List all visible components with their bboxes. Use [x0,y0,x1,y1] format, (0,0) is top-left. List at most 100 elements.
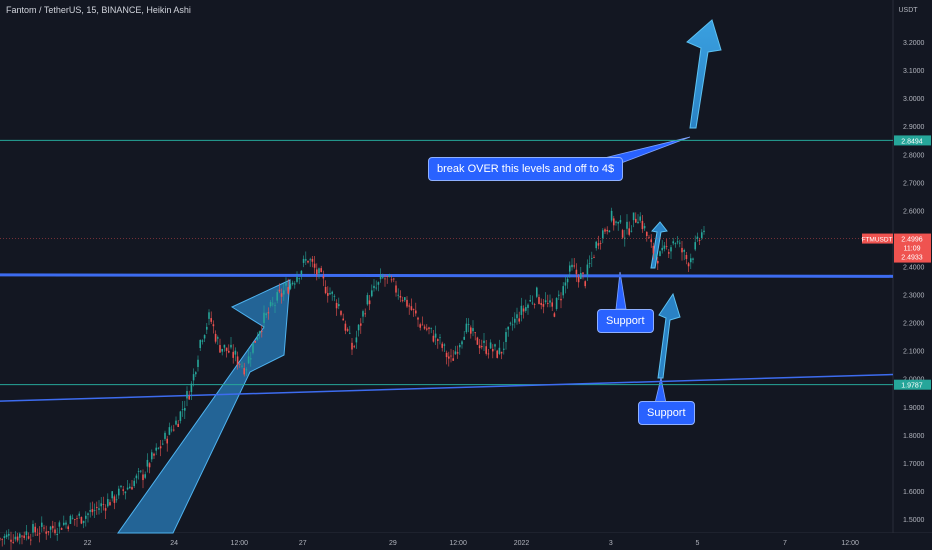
chart-title: Fantom / TetherUS, 15, BINANCE, Heikin A… [6,5,191,15]
candle-body [362,311,364,317]
candle-body [34,526,36,533]
candle-body [562,286,564,296]
candle-body [577,276,580,283]
candle-body [65,522,67,525]
price-line-tag-1-label: 1.9787 [901,383,923,390]
candle-body [553,313,556,317]
candle-body [441,343,443,348]
candle-body [113,496,116,503]
symbol-tag[interactable] [862,233,893,244]
candle-body [133,480,135,487]
candle-body [694,242,696,250]
candle-body [272,303,274,305]
price-line-tag-1[interactable] [894,379,931,390]
candle-body [192,374,195,381]
candle-body [384,278,386,280]
last-price-tag[interactable] [894,233,931,263]
candle-body [624,237,626,239]
candle-body [371,290,373,297]
candle-body [404,297,406,301]
candle-body [206,326,208,330]
callout-support-2[interactable]: Support [638,401,695,425]
candle-body [89,510,91,512]
candle-body [316,269,318,275]
candle-body [267,312,270,314]
candle-body [225,347,228,351]
candle-body [604,229,606,232]
candle-body [564,282,567,286]
candles [0,207,705,550]
candle-body [703,230,705,232]
candle-body [533,304,536,305]
candle-body [80,517,83,524]
support-arrow[interactable] [657,292,681,379]
candle-body [580,272,582,279]
candle-body [448,356,450,359]
candle-body [505,332,507,343]
callout-break-over[interactable]: break OVER this levels and off to 4$ [428,157,624,181]
candle-body [665,246,668,248]
candle-body [652,245,655,254]
candle-body [575,269,578,275]
candle-body [203,335,206,339]
candle-body [591,257,593,259]
price-axis[interactable] [893,0,932,550]
target-arrow[interactable] [686,19,722,129]
candle-body [428,327,430,329]
small-up-arrow[interactable] [650,221,668,269]
countdown-value: 11:09 [904,246,921,253]
candle-body [375,287,377,289]
candle-body [311,258,314,262]
candle-body [239,363,241,365]
y-tick-label: 2.3000 [903,293,925,300]
candle-body [19,533,21,538]
time-axis[interactable] [0,533,932,550]
candle-body [470,327,472,334]
y-tick-label: 2.9000 [903,124,925,131]
candle-body [487,353,490,355]
candle-body [199,340,201,349]
candle-body [320,268,322,273]
candle-body [698,240,701,241]
candle-body [419,324,421,328]
candle-body [333,295,336,297]
candle-body [540,302,542,305]
candle-body [329,293,331,295]
candle-body [265,313,267,316]
candle-body [294,283,296,285]
time-axis-labels: 22 24 12:00 27 29 12:00 2022 3 5 7 12:00 [84,540,859,547]
candle-body [423,326,426,329]
candle-body [82,520,85,524]
candle-body [542,303,545,307]
candle-body [241,365,243,367]
candle-body [14,536,17,540]
candle-body [494,344,496,347]
candle-body [38,533,41,535]
candle-body [597,243,600,246]
x-tick-label: 3 [609,540,613,547]
candle-body [437,339,439,342]
price-line-tag-0[interactable] [894,135,931,146]
candle-body [71,517,74,519]
candle-body [467,324,470,325]
trendline-0[interactable] [0,273,894,278]
candle-body [228,350,230,353]
candle-body [595,241,597,249]
callout-support-1[interactable]: Support [597,309,654,333]
candle-body [531,302,534,304]
candle-body [406,299,408,307]
candle-body [476,337,479,345]
candle-body [485,346,487,354]
candle-body [443,344,446,346]
candle-body [668,252,670,254]
candle-body [45,531,47,534]
candle-body [107,499,109,507]
candle-body [30,539,32,541]
trendline-1[interactable] [0,373,894,402]
candle-body [85,515,87,519]
candle-body [21,535,23,537]
candle-body [157,447,160,449]
candle-body [430,327,432,329]
candle-body [465,323,468,333]
